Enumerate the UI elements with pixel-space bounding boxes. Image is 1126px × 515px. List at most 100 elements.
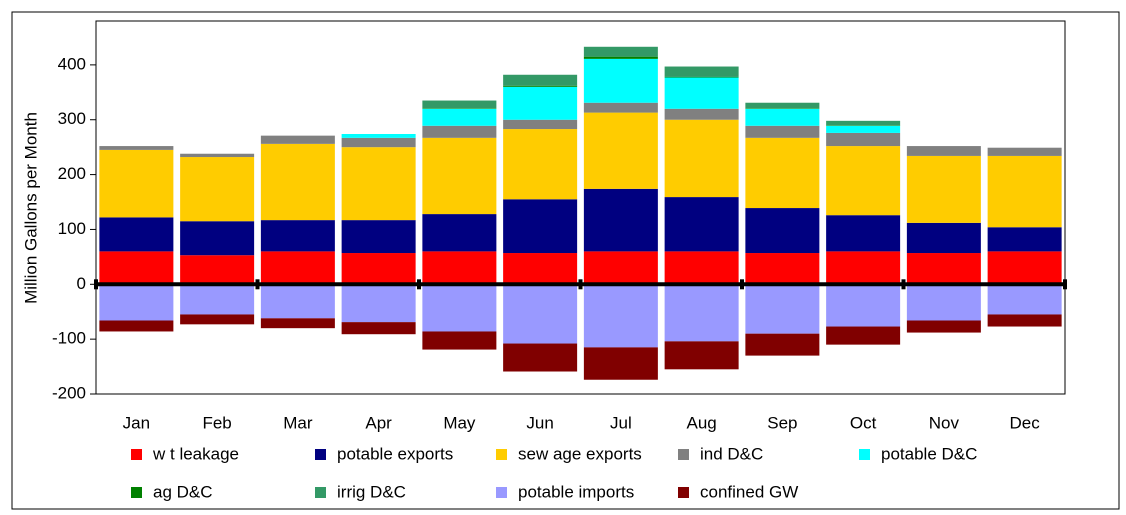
x-tick-label: Jul bbox=[610, 413, 632, 432]
bar-segment bbox=[583, 112, 658, 189]
bar-segment bbox=[906, 320, 981, 333]
x-tick-label: Apr bbox=[365, 413, 392, 432]
bar-segment bbox=[987, 284, 1062, 315]
bar-segment bbox=[583, 251, 658, 285]
bar-segment bbox=[664, 66, 739, 77]
bar-segment bbox=[826, 146, 901, 216]
plot-frame bbox=[95, 20, 1066, 395]
bar-segment bbox=[503, 343, 578, 372]
legend-label: potable imports bbox=[518, 482, 634, 501]
bar-segment bbox=[745, 137, 820, 209]
x-tick-label: Oct bbox=[850, 413, 877, 432]
bar-segment bbox=[503, 74, 578, 86]
bar-segment bbox=[664, 284, 739, 342]
bar-segment bbox=[180, 255, 255, 285]
bar-segment bbox=[180, 221, 255, 256]
x-tick-label: Jan bbox=[123, 413, 150, 432]
x-tick-label: Feb bbox=[202, 413, 231, 432]
bar-segment bbox=[664, 197, 739, 252]
bar-segment bbox=[99, 149, 174, 218]
y-tick-label: 400 bbox=[58, 54, 86, 73]
bar-segment bbox=[503, 86, 578, 120]
bar-segment bbox=[745, 125, 820, 138]
bar-segment bbox=[341, 253, 416, 285]
bar-segment bbox=[99, 146, 174, 150]
x-tick-label: Dec bbox=[1010, 413, 1041, 432]
bar-segment bbox=[260, 135, 335, 144]
legend-label: sew age exports bbox=[518, 444, 642, 463]
bar-segment bbox=[422, 108, 497, 126]
legend-label: irrig D&C bbox=[337, 482, 406, 501]
bar-segment bbox=[99, 284, 174, 321]
bar-segment bbox=[422, 108, 497, 109]
bar-segment bbox=[664, 341, 739, 370]
bar-segment bbox=[826, 215, 901, 252]
bar-segment bbox=[180, 284, 255, 315]
x-tick-label: May bbox=[443, 413, 476, 432]
bar-segment bbox=[583, 46, 658, 57]
bar-segment bbox=[422, 137, 497, 215]
bar-segment bbox=[906, 155, 981, 223]
bar-segment bbox=[180, 153, 255, 158]
bar-segment bbox=[826, 132, 901, 147]
bar-segment bbox=[260, 284, 335, 319]
bar-segment bbox=[745, 208, 820, 254]
bar-segment bbox=[341, 147, 416, 221]
x-tick-label: Sep bbox=[767, 413, 797, 432]
bar-segment bbox=[503, 284, 578, 344]
x-tick-label: Mar bbox=[283, 413, 313, 432]
bar-segment bbox=[99, 320, 174, 332]
bar-segment bbox=[99, 251, 174, 285]
bar-segment bbox=[664, 119, 739, 198]
bar-segment bbox=[341, 137, 416, 148]
bar-segment bbox=[906, 146, 981, 156]
bar-segment bbox=[664, 108, 739, 120]
bar-segment bbox=[664, 77, 739, 109]
bar-segment bbox=[260, 143, 335, 221]
bar-segment bbox=[906, 222, 981, 254]
legend-swatch bbox=[496, 487, 507, 498]
legend-label: ag D&C bbox=[153, 482, 213, 501]
legend-swatch bbox=[678, 449, 689, 460]
bar-segment bbox=[422, 100, 497, 109]
bar-segment bbox=[826, 125, 901, 126]
bar-segment bbox=[583, 188, 658, 252]
y-tick-label: 200 bbox=[58, 164, 86, 183]
bar-segment bbox=[987, 227, 1062, 252]
legend-label: w t leakage bbox=[152, 444, 239, 463]
bar-segment bbox=[583, 347, 658, 380]
y-tick-label: 0 bbox=[77, 274, 86, 293]
bar-segment bbox=[906, 284, 981, 321]
bar-segment bbox=[826, 284, 901, 327]
legend-swatch bbox=[496, 449, 507, 460]
bar-segment bbox=[341, 220, 416, 254]
y-tick-label: 100 bbox=[58, 219, 86, 238]
bar-segment bbox=[826, 326, 901, 345]
legend-label: confined GW bbox=[700, 482, 798, 501]
bar-segment bbox=[503, 119, 578, 130]
bar-segment bbox=[664, 76, 739, 78]
bar-segment bbox=[664, 251, 739, 285]
legend-swatch bbox=[131, 449, 142, 460]
bar-segment bbox=[745, 102, 820, 109]
bar-segment bbox=[180, 157, 255, 222]
bar-segment bbox=[341, 284, 416, 323]
bar-segment bbox=[826, 125, 901, 133]
legend-label: potable D&C bbox=[881, 444, 977, 463]
bar-segment bbox=[745, 108, 820, 126]
legend-swatch bbox=[315, 487, 326, 498]
bar-segment bbox=[341, 133, 416, 138]
bar-segment bbox=[341, 322, 416, 335]
bar-segment bbox=[260, 220, 335, 252]
bar-segment bbox=[987, 155, 1062, 228]
legend-swatch bbox=[859, 449, 870, 460]
bar-segment bbox=[987, 147, 1062, 156]
bar-segment bbox=[503, 199, 578, 254]
bar-segment bbox=[987, 314, 1062, 327]
bar-segment bbox=[583, 58, 658, 103]
bar-segment bbox=[583, 56, 658, 59]
legend-swatch bbox=[678, 487, 689, 498]
legend-swatch bbox=[315, 449, 326, 460]
x-tick-label: Nov bbox=[929, 413, 960, 432]
